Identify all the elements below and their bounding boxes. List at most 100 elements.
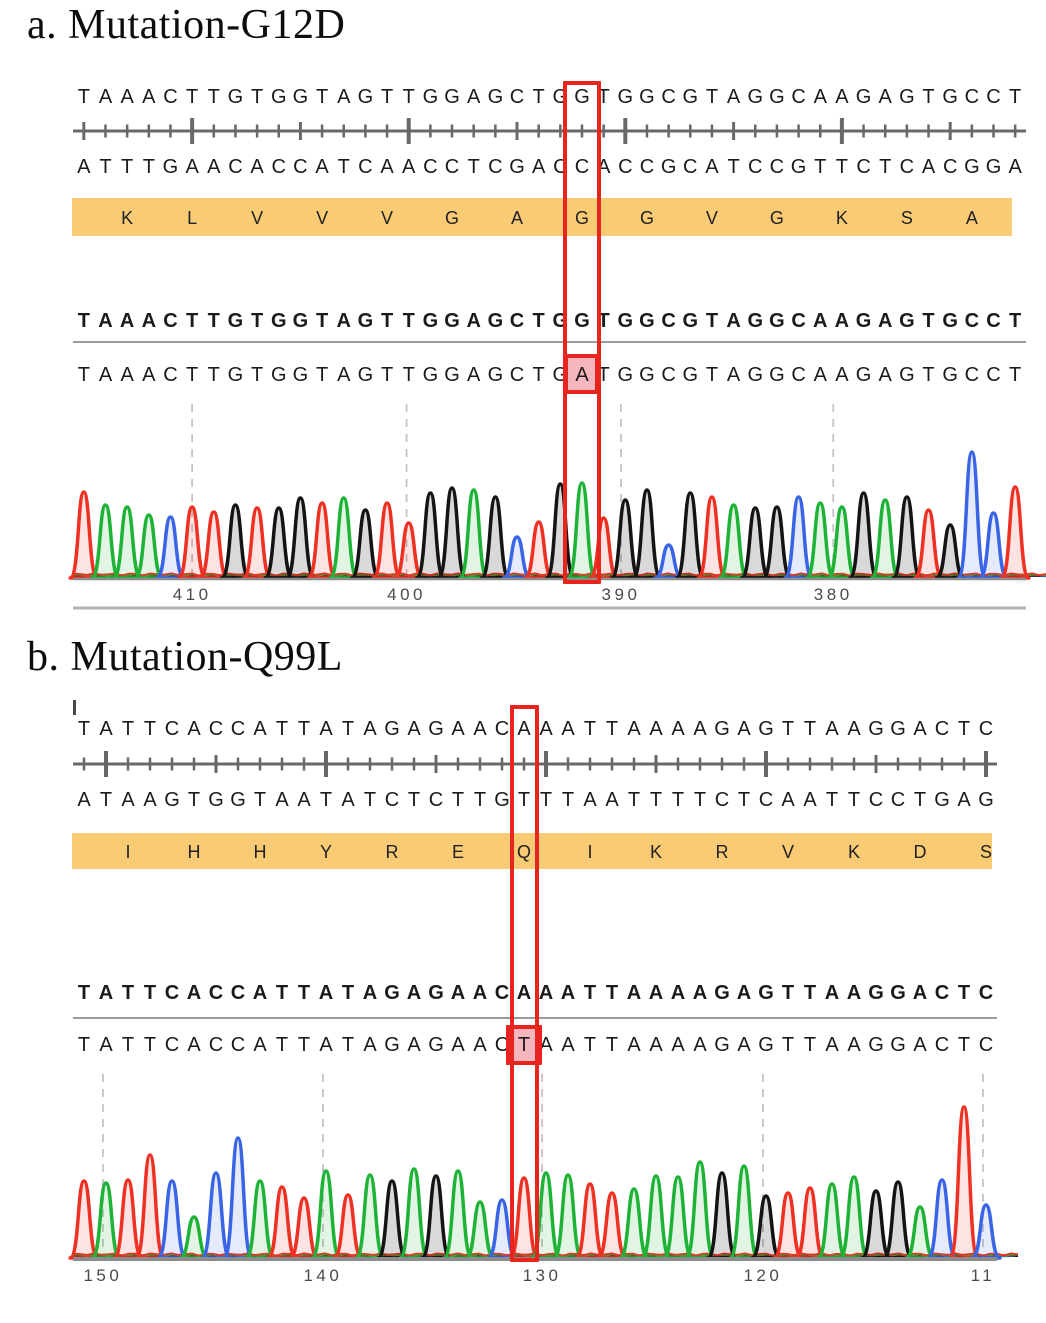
base-letter: A (407, 718, 421, 740)
panel-b-title: b. Mutation-Q99L (27, 634, 343, 680)
base-letter: T (627, 789, 641, 811)
base-letter: G (790, 156, 807, 178)
base-letter: G (899, 86, 915, 108)
position-label: 390 (602, 585, 641, 604)
base-letter: C (293, 156, 308, 178)
base-letter: A (813, 364, 827, 386)
base-letter: C (791, 86, 806, 108)
base-letter: G (714, 982, 730, 1004)
base-letter: G (227, 310, 244, 332)
base-letter: A (912, 982, 928, 1004)
base-letter: C (964, 364, 980, 386)
peak-G (706, 1171, 738, 1260)
base-letter: C (978, 982, 994, 1004)
peak-A (552, 1173, 584, 1260)
base-letter: C (639, 156, 655, 178)
amino-acid-letter: G (445, 208, 460, 228)
base-letter: G (208, 789, 224, 811)
base-letter: G (758, 1034, 774, 1056)
peak-G (414, 491, 446, 580)
amino-acid-letter: H (253, 842, 267, 862)
peak-A (244, 1179, 276, 1260)
base-letter: G (758, 982, 774, 1004)
base-letter: A (407, 1034, 421, 1056)
base-letter: G (639, 310, 655, 332)
base-letter: C (164, 1034, 180, 1056)
base-letter: G (899, 364, 915, 386)
base-letter: C (618, 156, 633, 178)
base-letter: G (487, 364, 504, 386)
peak-T (596, 1191, 628, 1260)
base-letter: C (868, 789, 884, 811)
peak-C (156, 1179, 188, 1260)
base-letter: C (358, 156, 373, 178)
base-letter: T (517, 789, 531, 811)
base-letter: A (120, 364, 134, 386)
base-letter: A (185, 156, 199, 178)
base-letter: A (846, 982, 862, 1004)
base-letter: A (337, 86, 351, 108)
noise-trace-T (72, 1252, 1019, 1257)
peak-C (783, 495, 814, 580)
base-letter: A (319, 1034, 333, 1056)
peak-C (926, 1178, 958, 1260)
peak-A (718, 503, 749, 580)
base-letter: T (250, 86, 264, 108)
base-letter: C (428, 789, 444, 811)
base-letter: C (574, 156, 590, 178)
base-letter: C (986, 310, 1001, 332)
base-letter: T (922, 364, 935, 386)
peak-T (306, 501, 338, 580)
base-letter: T (671, 789, 685, 811)
base-letter: A (98, 86, 113, 108)
base-letter: T (275, 982, 289, 1004)
base-letter: G (428, 718, 444, 740)
base-letter: T (143, 1034, 157, 1056)
base-letter: C (423, 156, 438, 178)
base-letter: T (605, 718, 619, 740)
peak-G (739, 506, 771, 580)
peak-A (133, 513, 165, 580)
peak-T (266, 1185, 298, 1260)
base-letter: G (292, 310, 309, 332)
base-letter: A (605, 789, 619, 811)
base-letter: C (791, 364, 806, 386)
base-letter: A (77, 156, 91, 178)
ruler-stub-tick (73, 700, 76, 715)
base-letter: A (561, 718, 575, 740)
base-letter: T (77, 982, 91, 1004)
base-letter: G (357, 86, 374, 108)
base-letter: T (143, 982, 157, 1004)
base-letter: C (934, 718, 950, 740)
base-letter: G (270, 364, 287, 386)
base-letter: A (318, 982, 334, 1004)
trace-peaks (68, 1105, 1002, 1260)
base-letter: A (297, 789, 311, 811)
peak-G (263, 506, 295, 580)
amino-acid-letter: I (125, 842, 131, 862)
base-letter: A (726, 310, 741, 332)
base-letter: A (472, 982, 488, 1004)
peak-A (826, 505, 858, 580)
base-letter: T (297, 982, 311, 1004)
base-letter: G (428, 1034, 444, 1056)
base-letter: T (803, 718, 817, 740)
base-letter: G (494, 789, 510, 811)
base-letter: T (922, 310, 935, 332)
peak-A (310, 1169, 342, 1260)
base-letter: A (141, 310, 157, 332)
base-letter: C (758, 789, 774, 811)
base-letter: C (494, 1034, 510, 1056)
base-letter: G (509, 156, 525, 178)
base-letter: A (627, 718, 641, 740)
base-letter: A (473, 718, 487, 740)
base-letter: G (270, 86, 287, 108)
base-letter: A (561, 1034, 575, 1056)
peak-G (860, 1189, 892, 1260)
base-letter: A (336, 310, 351, 332)
peak-T (588, 516, 620, 580)
base-letter: T (121, 718, 135, 740)
